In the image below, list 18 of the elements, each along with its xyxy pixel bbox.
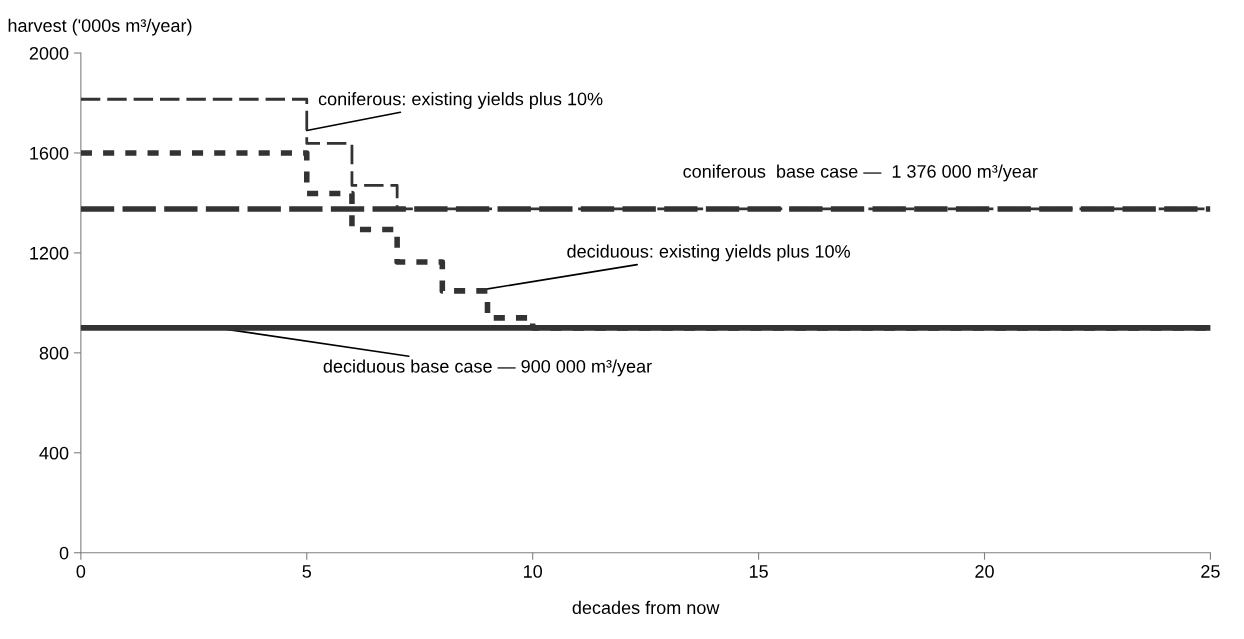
x-axis-title: decades from now [572,600,720,615]
x-tick-label: 5 [302,565,312,578]
y-tick-label: 0 [59,546,69,560]
x-tick-label: 10 [524,565,543,578]
x-tick-label: 15 [749,565,768,578]
annotation: coniferous base case — 1 376 000 m³/year [683,164,1038,182]
annotation: deciduous: existing yields plus 10% [567,244,850,262]
y-tick-label: 2000 [29,46,69,60]
y-axis-title: harvest ('000s m³/year) [8,18,192,36]
x-tick-label: 20 [975,565,994,578]
x-tick-label: 0 [76,565,86,578]
x-tick-label: 25 [1201,565,1220,578]
y-tick-label: 1200 [30,246,69,260]
annotation: coniferous: existing yields plus 10% [318,92,603,109]
annotation: deciduous base case — 900 000 m³/year [323,359,652,377]
y-tick-label: 1600 [30,146,69,160]
y-tick-label: 800 [39,346,69,360]
y-tick-label: 400 [39,446,69,460]
